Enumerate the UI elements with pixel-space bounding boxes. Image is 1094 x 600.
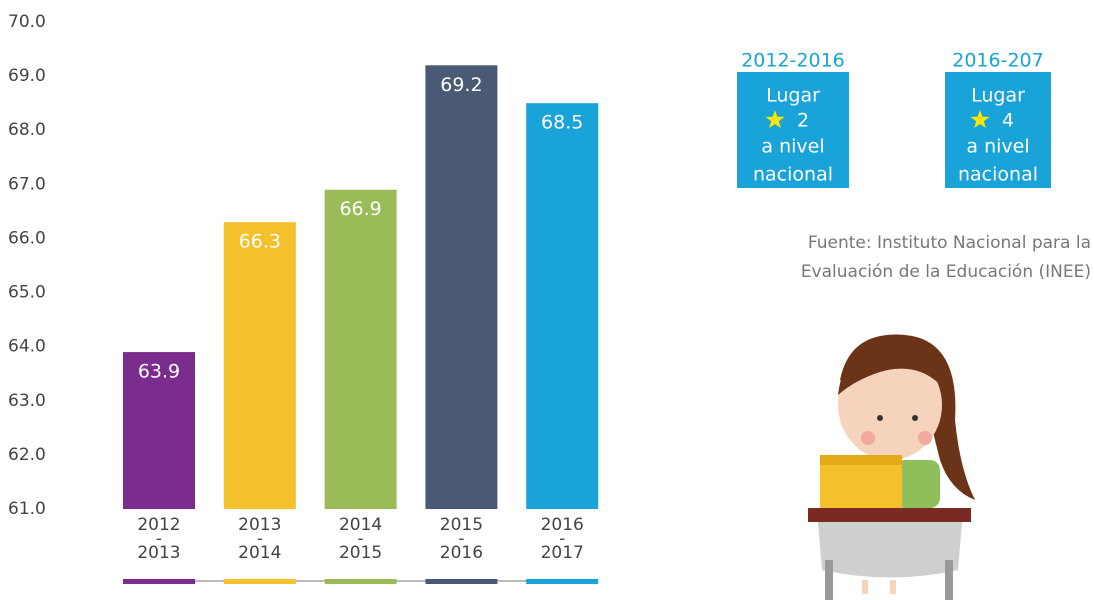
value-label: 68.5: [541, 112, 583, 134]
y-tick-label: 68.0: [8, 120, 46, 140]
x-tick-label: 2016 -2017: [541, 515, 584, 563]
category-underline: [223, 579, 296, 584]
panel-box: [945, 72, 1051, 188]
panel-line: Lugar: [971, 85, 1025, 107]
girl-illustration: [808, 334, 975, 600]
panel-line: nacional: [958, 164, 1038, 186]
panel-line: 4: [1002, 110, 1014, 132]
panel-line: a nivel: [966, 136, 1029, 158]
category-underline: [324, 579, 397, 584]
value-label: 66.3: [239, 231, 281, 253]
value-label: 66.9: [339, 198, 381, 220]
y-tick-label: 61.0: [8, 499, 46, 519]
y-tick-label: 63.0: [8, 391, 46, 411]
bar: [123, 352, 195, 509]
star-icon: [970, 110, 990, 129]
panel-line: nacional: [753, 164, 833, 186]
category-underline: [123, 579, 195, 584]
category-underline: [425, 579, 498, 584]
y-tick-label: 67.0: [8, 174, 46, 194]
panel-title: 2012-2016: [741, 50, 845, 72]
y-tick-label: 70.0: [8, 12, 46, 32]
panel-box: [737, 72, 849, 188]
panel-line: Lugar: [766, 85, 820, 107]
value-label: 63.9: [138, 361, 180, 383]
x-tick-label: 2012 -2013: [137, 515, 180, 563]
panel-line: 2: [797, 110, 809, 132]
source-note: Fuente: Instituto Nacional para la: [808, 233, 1091, 253]
value-label: 69.2: [440, 74, 482, 96]
y-tick-label: 65.0: [8, 283, 46, 303]
bar: [324, 189, 397, 509]
y-tick-label: 69.0: [8, 66, 46, 86]
star-icon: [765, 110, 785, 129]
y-tick-label: 64.0: [8, 337, 46, 357]
x-tick-label: 2015 -2016: [440, 515, 483, 563]
y-tick-label: 66.0: [8, 228, 46, 248]
category-underline: [526, 579, 599, 584]
x-tick-label: 2013 -2014: [238, 515, 281, 563]
panel-line: a nivel: [761, 136, 824, 158]
panel-title: 2016-207: [952, 50, 1043, 72]
bar: [223, 222, 296, 509]
bar: [425, 65, 498, 510]
y-tick-label: 62.0: [8, 445, 46, 465]
source-note: Evaluación de la Educación (INEE): [801, 262, 1091, 282]
x-tick-label: 2014 -2015: [339, 515, 382, 563]
bar: [526, 103, 599, 510]
